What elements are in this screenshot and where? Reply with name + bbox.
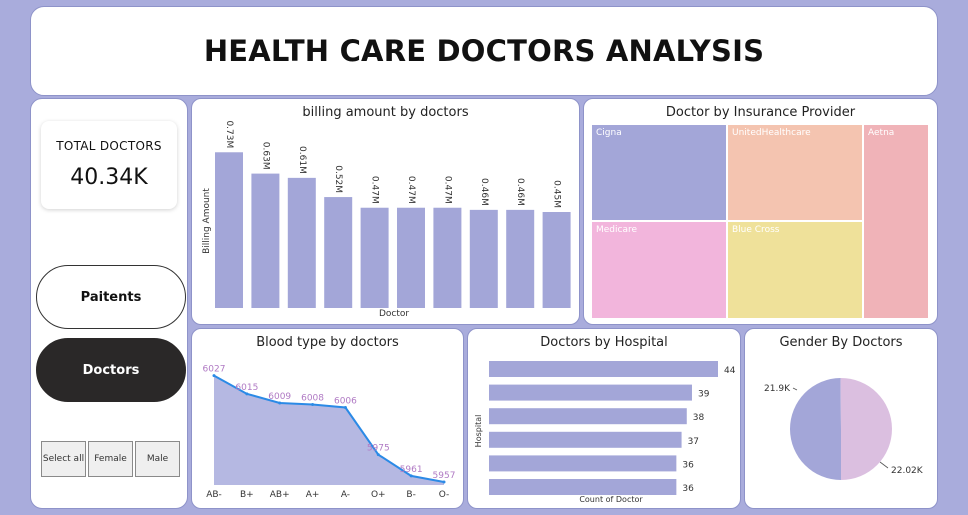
kpi-label: TOTAL DOCTORS xyxy=(56,139,162,153)
gender-slicer: Select all Female Male xyxy=(41,441,180,477)
billing-bar xyxy=(397,207,425,308)
treemap-cell: UnitedHealthcare xyxy=(728,125,862,220)
blood-chart-panel: Blood type by doctors 6027 AB- 6015 B+ 6009 A… xyxy=(191,328,464,509)
billing-data-label: 0.46M xyxy=(479,178,489,206)
blood-x-tick: O- xyxy=(439,490,450,500)
billing-data-label: 0.46M xyxy=(515,178,525,206)
treemap-cell: Cigna xyxy=(592,125,726,220)
billing-chart-panel: billing amount by doctors 0.73M 0.63M 0.61… xyxy=(191,98,580,325)
gender-chart-title: Gender By Doctors xyxy=(779,335,903,350)
total-doctors-card: TOTAL DOCTORS 40.34K xyxy=(41,121,177,209)
left-nav-panel: TOTAL DOCTORS 40.34K Paitents Doctors Se… xyxy=(30,98,188,509)
blood-data-label: 6015 xyxy=(235,383,258,393)
billing-bar xyxy=(215,152,243,308)
hospital-x-axis-label: Count of Doctor xyxy=(579,495,643,504)
billing-data-label: 0.73M xyxy=(224,120,234,148)
blood-x-tick: O+ xyxy=(371,490,386,500)
blood-x-tick: A- xyxy=(341,490,350,500)
blood-x-tick: B+ xyxy=(240,490,254,500)
blood-point xyxy=(245,392,249,396)
hospital-chart-title: Doctors by Hospital xyxy=(540,335,668,350)
billing-bar xyxy=(542,212,571,308)
blood-point xyxy=(343,406,347,410)
blood-point xyxy=(409,474,413,478)
page-title: HEALTH CARE DOCTORS ANALYSIS xyxy=(203,34,765,68)
blood-data-label: 5975 xyxy=(367,444,390,454)
billing-data-label: 0.63M xyxy=(260,142,270,170)
blood-point xyxy=(278,401,282,405)
gender-chart-panel: Gender By Doctors 21.9K 22.02K xyxy=(744,328,938,509)
gender-leader-line xyxy=(879,461,889,469)
blood-data-label: 5961 xyxy=(400,465,423,475)
billing-data-label: 0.47M xyxy=(406,176,416,204)
billing-data-label: 0.52M xyxy=(333,165,343,193)
blood-point xyxy=(376,453,380,457)
hospital-y-axis-label: Hospital xyxy=(474,415,483,448)
blood-chart-title: Blood type by doctors xyxy=(256,335,399,350)
hospital-data-label: 37 xyxy=(688,437,699,447)
hospital-data-label: 36 xyxy=(682,484,694,494)
blood-data-label: 6009 xyxy=(268,392,291,402)
insurance-chart-title: Doctor by Insurance Provider xyxy=(665,105,856,120)
hospital-bar xyxy=(489,431,682,448)
treemap-cell: Blue Cross xyxy=(728,222,862,318)
slicer-male[interactable]: Male xyxy=(135,441,180,477)
gender-data-label: 22.02K xyxy=(891,466,924,476)
blood-chart: 6027 AB- 6015 B+ 6009 AB+ 6008 A+ 6006 A- 5975 O+ 59… xyxy=(203,365,456,500)
billing-data-label: 0.61M xyxy=(297,146,307,174)
gender-chart: 21.9K 22.02K xyxy=(764,378,924,480)
blood-x-tick: AB+ xyxy=(270,490,290,500)
billing-bar xyxy=(469,209,498,308)
billing-bar xyxy=(287,177,316,308)
billing-data-label: 0.47M xyxy=(370,176,380,204)
blood-line xyxy=(213,374,445,483)
billing-y-axis-label: Billing Amount xyxy=(202,188,212,254)
treemap-cell: Aetna xyxy=(864,125,928,318)
gender-slice xyxy=(789,378,841,480)
hospital-data-label: 39 xyxy=(698,390,710,400)
hospital-data-label: 38 xyxy=(693,413,705,423)
treemap-cell: Medicare xyxy=(592,222,726,318)
hospital-chart: 44 39 38 37 36 36 Count of Doctor Hospital xyxy=(474,361,736,504)
blood-x-tick: A+ xyxy=(306,490,320,500)
hospital-bar xyxy=(489,479,677,495)
hospital-chart-panel: Doctors by Hospital 44 39 38 37 36 36 Count of… xyxy=(467,328,741,509)
gender-leader-line xyxy=(792,387,798,391)
patients-button[interactable]: Paitents xyxy=(36,265,186,329)
kpi-value: 40.34K xyxy=(70,165,148,190)
billing-chart: 0.73M 0.63M 0.61M 0.52M 0.47M 0.47M 0.47M 0.46M… xyxy=(202,120,571,319)
hospital-bar xyxy=(489,408,687,425)
billing-data-label: 0.47M xyxy=(442,176,452,204)
gender-data-label: 21.9K xyxy=(764,384,791,394)
slicer-select-all[interactable]: Select all xyxy=(41,441,86,477)
blood-data-label: 6008 xyxy=(301,393,324,403)
blood-data-label: 6027 xyxy=(203,365,226,375)
billing-bar xyxy=(324,197,353,308)
hospital-bar xyxy=(489,361,718,377)
billing-bar xyxy=(360,207,389,308)
slicer-female[interactable]: Female xyxy=(88,441,133,477)
billing-bar xyxy=(433,207,462,308)
blood-x-tick: AB- xyxy=(206,490,222,500)
hospital-data-label: 44 xyxy=(724,366,736,376)
hospital-data-label: 36 xyxy=(682,460,694,470)
gender-slice xyxy=(840,378,892,480)
hospital-bar xyxy=(489,455,677,472)
billing-x-axis-label: Doctor xyxy=(379,309,409,319)
blood-x-tick: B- xyxy=(406,490,415,500)
billing-chart-title: billing amount by doctors xyxy=(302,105,469,120)
blood-point xyxy=(212,374,216,378)
billing-bar xyxy=(251,173,280,308)
hospital-bar xyxy=(489,384,692,401)
blood-area xyxy=(214,375,444,485)
blood-point xyxy=(442,480,446,484)
title-panel: HEALTH CARE DOCTORS ANALYSIS xyxy=(30,6,938,96)
doctors-button[interactable]: Doctors xyxy=(36,338,186,402)
billing-bar xyxy=(506,209,535,308)
blood-data-label: 6006 xyxy=(334,397,357,407)
blood-point xyxy=(311,402,315,406)
billing-data-label: 0.45M xyxy=(552,180,562,208)
insurance-chart-panel: Doctor by Insurance Provider Cigna United… xyxy=(583,98,938,325)
blood-data-label: 5957 xyxy=(433,471,456,481)
